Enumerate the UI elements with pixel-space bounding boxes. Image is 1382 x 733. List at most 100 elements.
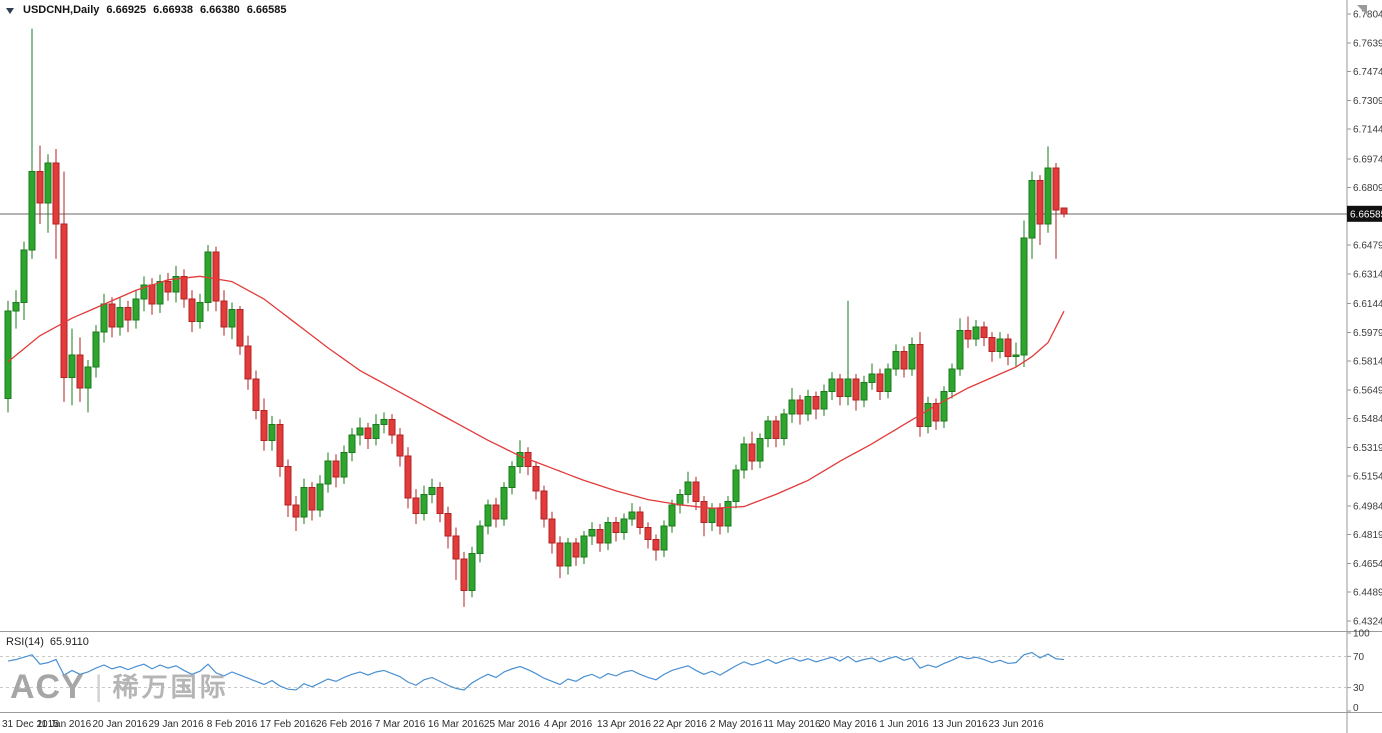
candle bbox=[468, 553, 476, 591]
candle bbox=[604, 521, 612, 544]
candle bbox=[140, 284, 148, 300]
candle bbox=[412, 497, 420, 515]
candle bbox=[404, 455, 412, 499]
time-axis-label: 13 Apr 2016 bbox=[597, 719, 651, 730]
candle bbox=[1060, 207, 1068, 215]
time-axis-label: 20 Jan 2016 bbox=[92, 719, 147, 730]
time-axis-label: 20 May 2016 bbox=[819, 719, 877, 730]
price-axis[interactable]: 6.78040 6.76390 6.74740 6.73090 6.71440 6.697… bbox=[1347, 10, 1382, 628]
candle bbox=[804, 396, 812, 415]
candle bbox=[1004, 338, 1012, 358]
candle bbox=[732, 469, 740, 502]
candle bbox=[348, 434, 356, 454]
candle bbox=[76, 354, 84, 389]
candle bbox=[868, 373, 876, 384]
candle bbox=[292, 504, 300, 518]
candle bbox=[132, 298, 140, 321]
candle bbox=[572, 542, 580, 558]
ohlc-open: 6.66925 bbox=[106, 4, 147, 16]
candle bbox=[716, 507, 724, 527]
candle bbox=[252, 378, 260, 412]
candle bbox=[836, 378, 844, 398]
candle bbox=[236, 308, 244, 347]
candle bbox=[180, 275, 188, 300]
candle bbox=[636, 511, 644, 529]
candle bbox=[100, 303, 108, 333]
candle bbox=[372, 424, 380, 440]
candle bbox=[668, 504, 676, 527]
candle bbox=[540, 490, 548, 520]
candle bbox=[956, 329, 964, 370]
candle bbox=[116, 307, 124, 328]
candle bbox=[20, 249, 28, 303]
time-axis-label: 11 Jan 2016 bbox=[37, 719, 92, 730]
rsi-line bbox=[7, 651, 1065, 691]
candle bbox=[652, 539, 660, 551]
candle bbox=[596, 528, 604, 544]
candle bbox=[516, 452, 524, 467]
symbol-dropdown-icon[interactable] bbox=[6, 7, 14, 14]
rsi-pane: 100 70 30 0 bbox=[0, 629, 1370, 714]
candle bbox=[92, 331, 100, 368]
candle bbox=[28, 171, 36, 251]
broker-logo-text: ACY bbox=[10, 668, 85, 706]
candle bbox=[556, 542, 564, 567]
candle bbox=[84, 366, 92, 389]
candle bbox=[988, 336, 996, 352]
candle bbox=[660, 525, 668, 551]
time-axis-label: 7 Mar 2016 bbox=[375, 719, 426, 730]
candle bbox=[844, 378, 852, 398]
price-axis-label: 6.58140 bbox=[1353, 357, 1382, 368]
candle bbox=[1052, 167, 1060, 211]
price-axis-label: 6.71440 bbox=[1353, 125, 1382, 136]
candle bbox=[428, 486, 436, 495]
time-axis-label: 1 Jun 2016 bbox=[879, 719, 929, 730]
candle bbox=[820, 390, 828, 410]
candle bbox=[588, 528, 596, 537]
rsi-scale-label: 70 bbox=[1353, 652, 1365, 663]
rsi-scale-label: 100 bbox=[1353, 629, 1370, 640]
candle bbox=[476, 525, 484, 555]
time-axis-label: 31 Dec 2015 bbox=[2, 719, 59, 730]
price-axis-label: 6.51540 bbox=[1353, 472, 1382, 483]
chart-shift-marker[interactable] bbox=[1357, 5, 1367, 15]
candle bbox=[628, 511, 636, 520]
candle bbox=[548, 518, 556, 544]
time-axis-label: 29 Jan 2016 bbox=[148, 719, 203, 730]
candle bbox=[900, 350, 908, 370]
candle bbox=[612, 521, 620, 534]
price-axis-label: 6.68090 bbox=[1353, 183, 1382, 194]
candle bbox=[852, 378, 860, 401]
candle bbox=[1028, 179, 1036, 239]
candle bbox=[692, 481, 700, 502]
candle bbox=[876, 373, 884, 392]
time-axis-label: 13 Jun 2016 bbox=[932, 719, 987, 730]
candle bbox=[1020, 237, 1028, 356]
candle bbox=[260, 410, 268, 441]
candle bbox=[284, 465, 292, 506]
candle bbox=[860, 382, 868, 401]
candle bbox=[948, 368, 956, 392]
candle bbox=[892, 350, 900, 370]
candle bbox=[196, 301, 204, 323]
rsi-indicator-value: 65.9110 bbox=[49, 636, 89, 648]
time-axis-label: 8 Feb 2016 bbox=[207, 719, 258, 730]
candle bbox=[356, 427, 364, 436]
symbol-period-label: USDCNH,Daily bbox=[23, 4, 100, 16]
candle bbox=[684, 481, 692, 495]
candle bbox=[420, 493, 428, 515]
price-axis-label: 6.73090 bbox=[1353, 96, 1382, 107]
candle bbox=[508, 465, 516, 488]
candle bbox=[964, 329, 972, 340]
ma-line bbox=[7, 275, 1065, 509]
ohlc-high: 6.66938 bbox=[153, 4, 193, 16]
broker-name-cn: 稀万国际 bbox=[112, 672, 229, 702]
candle bbox=[108, 303, 116, 328]
candle bbox=[324, 460, 332, 485]
candle bbox=[220, 300, 228, 328]
candle bbox=[460, 558, 468, 591]
time-axis-label: 2 May 2016 bbox=[710, 719, 763, 730]
